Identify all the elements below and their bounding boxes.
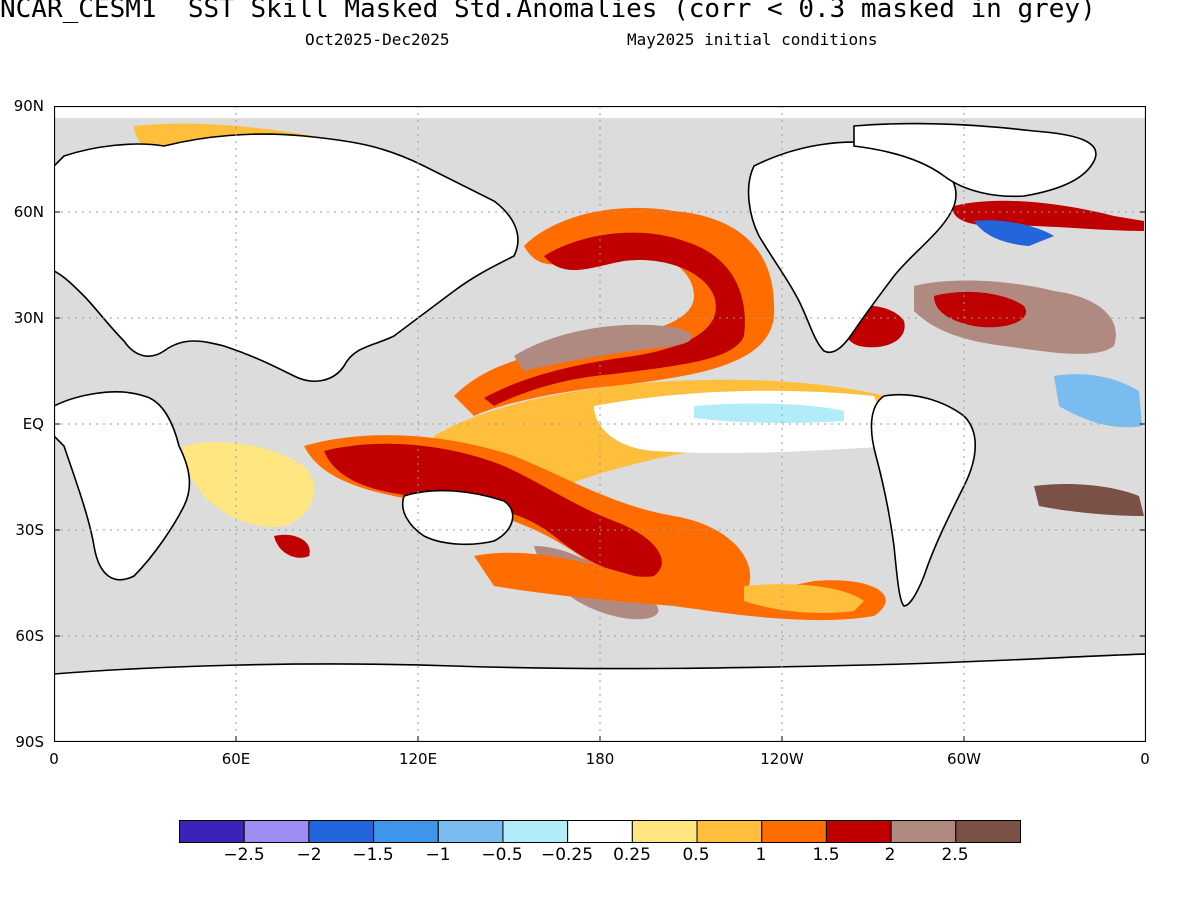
colorbar-label-11: 2	[884, 845, 896, 865]
red-blob-natl	[934, 291, 1026, 328]
africa	[54, 391, 191, 581]
colorbar-swatch	[179, 820, 245, 843]
forecast-period: Oct2025-Dec2025	[305, 30, 450, 49]
colorbar-label-4: −1	[425, 845, 451, 865]
lon-label-120w: 120W	[760, 750, 804, 768]
lon-label-120e: 120E	[398, 750, 438, 768]
lon-label-180: 180	[585, 750, 615, 768]
eurasia	[54, 133, 519, 382]
colorbar-label-10: 1.5	[812, 845, 840, 865]
cool-strip-eqpac	[694, 403, 844, 423]
colorbar-label-12: 2.5	[941, 845, 969, 865]
colorbar-swatch	[890, 820, 957, 843]
colorbar-label-1: −2.5	[223, 845, 265, 865]
colorbar	[179, 820, 1021, 843]
colorbar-swatch	[696, 820, 763, 843]
colorbar-swatch	[502, 820, 569, 843]
colorbar-label-5: −0.5	[481, 845, 523, 865]
graticule	[54, 106, 1146, 742]
greenland	[853, 122, 1097, 198]
colorbar-swatch	[243, 820, 310, 843]
colorbar-swatch	[825, 820, 892, 843]
lat-label-60n: 60N	[13, 203, 44, 221]
brown-band-satl	[1034, 484, 1144, 516]
australia	[402, 489, 514, 546]
lat-label-eq: EQ	[22, 415, 44, 433]
antarctica	[54, 653, 1146, 742]
warm-blob-spac-core	[324, 443, 662, 577]
brown-band-npac	[514, 324, 693, 371]
colorbar-label-2: −2	[296, 845, 322, 865]
lon-label-60e: 60E	[221, 750, 251, 768]
warm-blob-npac-core	[484, 232, 745, 406]
initial-conditions: May2025 initial conditions	[627, 30, 878, 49]
land-masses	[54, 122, 1146, 742]
colorbar-swatch	[373, 820, 439, 843]
yellow-band-southern-ocean	[744, 584, 864, 613]
colorbar-swatch	[567, 820, 633, 843]
colorbar-label-9: 1	[755, 845, 767, 865]
lat-label-60s: 60S	[15, 627, 44, 645]
lon-label-60w: 60W	[947, 750, 981, 768]
lat-label-30s: 30S	[15, 521, 44, 539]
sst-anomaly-map	[54, 106, 1146, 742]
colorbar-swatch	[631, 820, 698, 843]
cool-blob-tropatl	[1054, 374, 1142, 428]
lat-label-30n: 30N	[13, 309, 44, 327]
chart-title: NCAR_CESM1 SST Skill Masked Std.Anomalie…	[0, 0, 1096, 24]
grey-npac-center	[572, 276, 686, 335]
blue-blob-labrador	[974, 220, 1054, 246]
red-blob-sw-indian	[274, 534, 310, 558]
colorbar-label-3: −1.5	[352, 845, 394, 865]
map-frame	[54, 106, 1146, 742]
colorbar-label-8: 0.5	[682, 845, 710, 865]
yellow-blob-indian	[182, 442, 315, 527]
colorbar-swatch	[761, 820, 827, 843]
lon-label-0: 0	[49, 750, 59, 768]
lon-label-0-end: 0	[1140, 750, 1150, 768]
lat-label-90s: 90S	[15, 733, 44, 751]
colorbar-label-6: −0.25	[540, 845, 594, 865]
colorbar-swatch	[308, 820, 375, 843]
colorbar-swatch	[955, 820, 1021, 843]
south-america	[870, 393, 976, 607]
polar-blank-north	[54, 106, 1146, 118]
colorbar-label-7: 0.25	[613, 845, 651, 865]
lat-label-90n: 90N	[13, 97, 44, 115]
colorbar-swatch	[437, 820, 504, 843]
